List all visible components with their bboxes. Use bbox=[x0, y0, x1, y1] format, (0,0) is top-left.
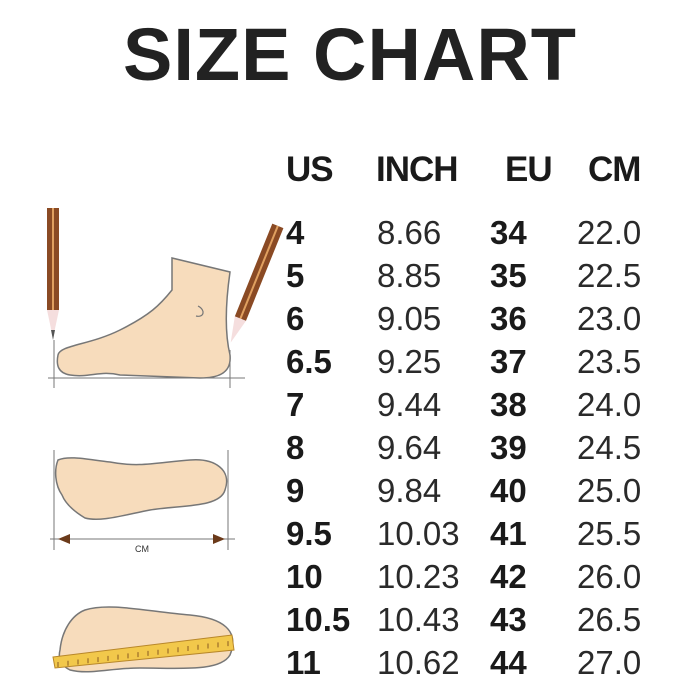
header-inch: INCH bbox=[376, 150, 459, 189]
table-row: 11 10.62 44 27.0 bbox=[0, 644, 700, 687]
cell-us: 10.5 bbox=[286, 601, 351, 638]
cell-inch: 10.62 bbox=[377, 644, 460, 681]
cell-us: 6 bbox=[286, 300, 305, 337]
cell-inch: 8.66 bbox=[377, 214, 442, 251]
cell-cm: 24.5 bbox=[577, 429, 642, 466]
cell-cm: 26.0 bbox=[577, 558, 642, 595]
arrow-left-icon bbox=[58, 534, 70, 544]
cell-us: 6.5 bbox=[286, 343, 332, 380]
cell-inch: 10.23 bbox=[377, 558, 460, 595]
table-row: 10.5 10.43 43 26.5 bbox=[0, 601, 700, 644]
pencil-right-icon bbox=[230, 223, 284, 343]
measure-label: CM bbox=[135, 544, 149, 554]
cell-us: 11 bbox=[286, 644, 321, 681]
cell-inch: 10.03 bbox=[377, 515, 460, 552]
cell-inch: 9.05 bbox=[377, 300, 442, 337]
cell-eu: 41 bbox=[490, 515, 527, 552]
table-row: 5 8.85 35 22.5 bbox=[0, 257, 700, 300]
cell-cm: 22.5 bbox=[577, 257, 642, 294]
cell-us: 9 bbox=[286, 472, 305, 509]
side-foot-diagram bbox=[47, 208, 284, 388]
arrow-right-icon bbox=[213, 534, 225, 544]
cell-eu: 42 bbox=[490, 558, 527, 595]
header-eu: EU bbox=[505, 150, 553, 189]
cell-eu: 44 bbox=[490, 644, 527, 681]
table-row: 9 9.84 40 25.0 bbox=[0, 472, 700, 515]
cell-cm: 27.0 bbox=[577, 644, 642, 681]
table-row: 6 9.05 36 23.0 bbox=[0, 300, 700, 343]
cell-cm: 25.5 bbox=[577, 515, 642, 552]
cell-eu: 35 bbox=[490, 257, 527, 294]
ruler-foot-diagram bbox=[52, 606, 235, 673]
page-title: SIZE CHART bbox=[123, 13, 577, 96]
cell-eu: 40 bbox=[490, 472, 527, 509]
header-us: US bbox=[286, 150, 334, 189]
table-row: 8 9.64 39 24.5 bbox=[0, 429, 700, 472]
cell-eu: 39 bbox=[490, 429, 527, 466]
cell-eu: 37 bbox=[490, 343, 527, 380]
cell-inch: 9.84 bbox=[377, 472, 442, 509]
cell-us: 7 bbox=[286, 386, 305, 423]
cell-us: 4 bbox=[286, 214, 305, 251]
table-row: 4 8.66 34 22.0 bbox=[0, 214, 700, 257]
cell-cm: 22.0 bbox=[577, 214, 642, 251]
foot-top-shape bbox=[54, 457, 228, 521]
cell-cm: 23.5 bbox=[577, 343, 642, 380]
cell-eu: 43 bbox=[490, 601, 527, 638]
cell-cm: 25.0 bbox=[577, 472, 642, 509]
table-row: 10 10.23 42 26.0 bbox=[0, 558, 700, 601]
cell-cm: 26.5 bbox=[577, 601, 642, 638]
cell-eu: 34 bbox=[490, 214, 527, 251]
table-row: 7 9.44 38 24.0 bbox=[0, 386, 700, 429]
cell-inch: 9.64 bbox=[377, 429, 442, 466]
cell-us: 5 bbox=[286, 257, 305, 294]
cell-eu: 36 bbox=[490, 300, 527, 337]
cell-inch: 8.85 bbox=[377, 257, 442, 294]
table-row: 6.5 9.25 37 23.5 bbox=[0, 343, 700, 386]
header-cm: CM bbox=[588, 150, 641, 189]
cell-inch: 9.44 bbox=[377, 386, 442, 423]
cell-us: 8 bbox=[286, 429, 305, 466]
cell-us: 9.5 bbox=[286, 515, 332, 552]
cell-cm: 23.0 bbox=[577, 300, 642, 337]
cell-cm: 24.0 bbox=[577, 386, 642, 423]
top-foot-diagram: CM bbox=[50, 450, 235, 554]
table-row: 9.5 10.03 41 25.5 bbox=[0, 515, 700, 558]
cell-eu: 38 bbox=[490, 386, 527, 423]
cell-inch: 9.25 bbox=[377, 343, 442, 380]
cell-us: 10 bbox=[286, 558, 323, 595]
foot-side-shape bbox=[56, 257, 231, 379]
cell-inch: 10.43 bbox=[377, 601, 460, 638]
